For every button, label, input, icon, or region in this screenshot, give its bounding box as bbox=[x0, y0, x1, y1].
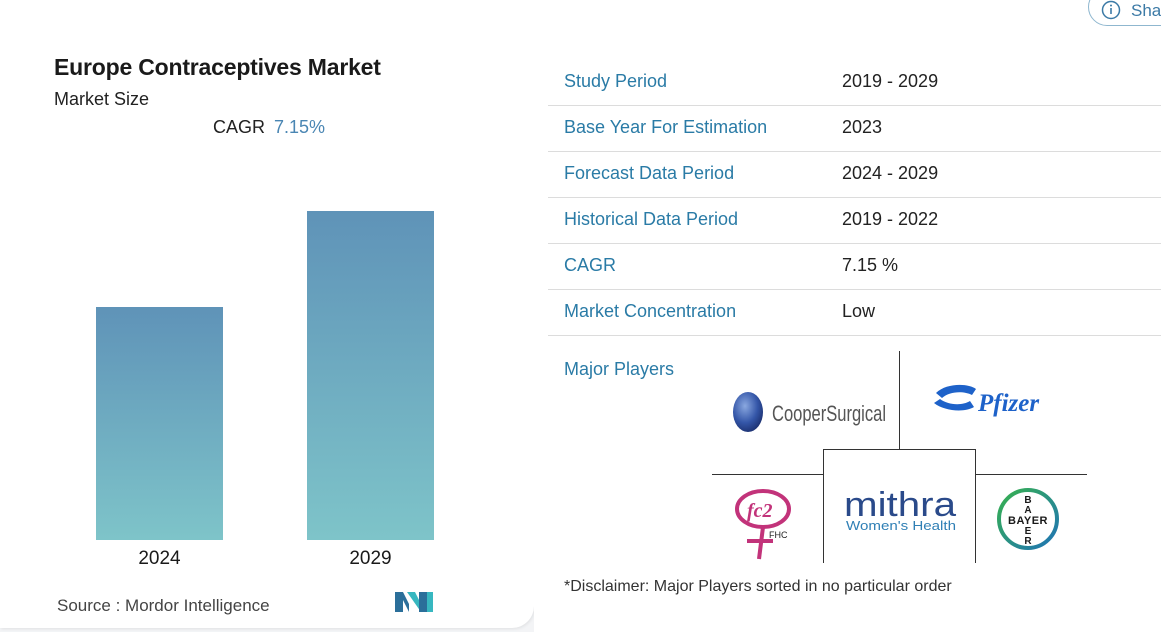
share-label: Share bbox=[1131, 1, 1161, 20]
coopersurgical-text: CooperSurgical bbox=[772, 401, 886, 426]
cagr-value: 7.15% bbox=[273, 117, 326, 137]
table-row: Market Concentration Low bbox=[548, 290, 1161, 336]
mithra-logo: mithra Women's Health bbox=[844, 486, 956, 533]
row-value: 2024 - 2029 bbox=[842, 163, 939, 183]
row-key: Market Concentration bbox=[564, 301, 737, 321]
bar-label-2029: 2029 bbox=[349, 548, 392, 569]
major-players-title: Major Players bbox=[564, 359, 675, 379]
row-value: 2019 - 2022 bbox=[842, 209, 939, 229]
card-title: Europe Contraceptives Market bbox=[54, 54, 381, 80]
svg-text:E: E bbox=[1025, 526, 1032, 537]
row-value: 2019 - 2029 bbox=[842, 71, 939, 91]
cagr-label: CAGR bbox=[212, 117, 265, 137]
info-circle-icon bbox=[1101, 0, 1121, 20]
table-row: Historical Data Period 2019 - 2022 bbox=[548, 198, 1161, 244]
card-subtitle: Market Size bbox=[54, 89, 150, 109]
bar-label-2024: 2024 bbox=[138, 548, 181, 569]
table-row: CAGR 7.15 % bbox=[548, 244, 1161, 290]
fc2-text: fc2 bbox=[747, 500, 773, 522]
svg-text:B: B bbox=[1024, 495, 1031, 506]
svg-text:A: A bbox=[1024, 505, 1031, 516]
coopersurgical-logo: CooperSurgical bbox=[733, 392, 886, 432]
fc2-sub-text: FHC bbox=[769, 530, 788, 540]
row-key: CAGR bbox=[564, 255, 617, 275]
share-button[interactable]: Share bbox=[1088, 0, 1161, 26]
mithra-sub-text: Women's Health bbox=[846, 518, 956, 533]
table-row: Forecast Data Period 2024 - 2029 bbox=[548, 152, 1161, 198]
bar-2024 bbox=[96, 307, 223, 540]
fc2-logo: fc2 FHC bbox=[735, 489, 791, 560]
bar-2029 bbox=[307, 211, 434, 540]
market-size-card: Europe Contraceptives Market Market Size… bbox=[0, 0, 534, 628]
row-value: 7.15 % bbox=[842, 255, 899, 275]
pfizer-logo: Pfizer bbox=[934, 384, 1039, 417]
row-key: Study Period bbox=[564, 71, 668, 91]
mithra-text: mithra bbox=[844, 486, 956, 524]
grid-divider-vertical bbox=[899, 351, 900, 449]
bayer-horizontal-text: BAYER bbox=[1008, 515, 1048, 527]
row-value: Low bbox=[842, 301, 876, 321]
mordor-intelligence-logo bbox=[395, 592, 433, 612]
row-key: Forecast Data Period bbox=[564, 163, 735, 183]
market-info-table: Study Period 2019 - 2029 Base Year For E… bbox=[548, 60, 1161, 336]
grid-divider-left bbox=[712, 474, 823, 475]
grid-divider-right bbox=[976, 474, 1087, 475]
table-row: Base Year For Estimation 2023 bbox=[548, 106, 1161, 152]
source-text: Source : Mordor Intelligence bbox=[57, 596, 270, 615]
disclaimer-text: *Disclaimer: Major Players sorted in no … bbox=[564, 578, 952, 595]
row-value: 2023 bbox=[842, 117, 883, 137]
mithra-logo-box bbox=[823, 449, 976, 563]
svg-text:R: R bbox=[1024, 536, 1032, 547]
row-key: Historical Data Period bbox=[564, 209, 739, 229]
table-row: Study Period 2019 - 2029 bbox=[548, 60, 1161, 106]
bayer-logo: BAYER B A E R bbox=[997, 488, 1059, 550]
pfizer-text: Pfizer bbox=[977, 390, 1039, 417]
cagr-summary: CAGR 7.15% bbox=[0, 117, 534, 138]
row-key: Base Year For Estimation bbox=[564, 117, 768, 137]
